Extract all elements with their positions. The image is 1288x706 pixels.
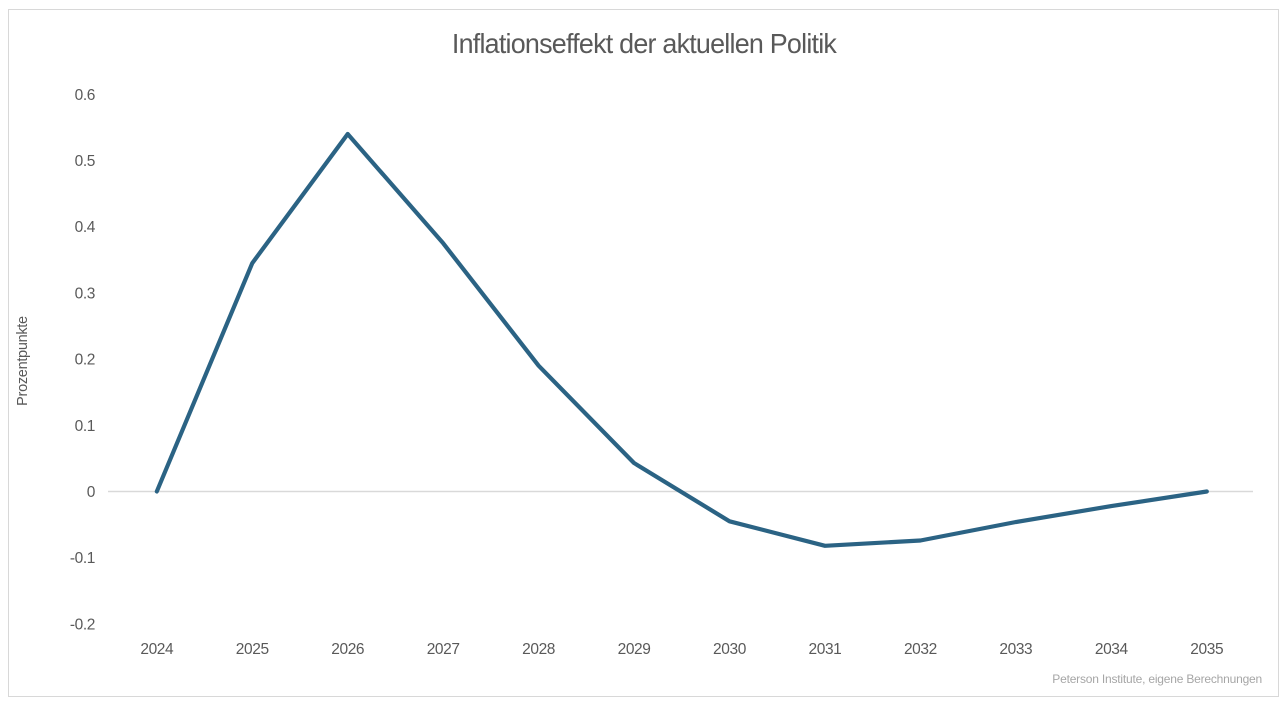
- x-tick-label: 2024: [140, 641, 174, 658]
- y-tick-label: 0.6: [75, 87, 95, 104]
- x-tick-label: 2032: [904, 641, 937, 658]
- y-tick-label: 0.4: [75, 219, 96, 236]
- x-tick-label: 2030: [713, 641, 747, 658]
- inflation-effect-line: [154, 131, 1209, 548]
- y-tick-label: 0.5: [75, 153, 95, 170]
- x-tick-label: 2033: [999, 641, 1032, 658]
- x-tick-label: 2034: [1095, 641, 1129, 658]
- x-tick-label: 2035: [1190, 641, 1223, 658]
- x-tick-label: 2028: [522, 641, 555, 658]
- y-tick-label: 0.2: [75, 352, 95, 369]
- y-tick-label: -0.1: [70, 550, 95, 567]
- x-tick-label: 2026: [331, 641, 364, 658]
- chart-title: Inflationseffekt der aktuellen Politik: [451, 28, 837, 59]
- y-tick-label: 0: [87, 484, 96, 501]
- x-tick-label: 2031: [809, 641, 842, 658]
- x-tick-label: 2027: [427, 641, 460, 658]
- y-tick-label: 0.3: [75, 285, 95, 302]
- y-tick-label: 0.1: [75, 418, 95, 435]
- x-tick-label: 2029: [618, 641, 651, 658]
- x-tick-label: 2025: [236, 641, 269, 658]
- source-note: Peterson Institute, eigene Berechnungen: [1052, 672, 1262, 686]
- y-tick-label: -0.2: [70, 616, 95, 633]
- chart-frame-border: [8, 9, 1279, 697]
